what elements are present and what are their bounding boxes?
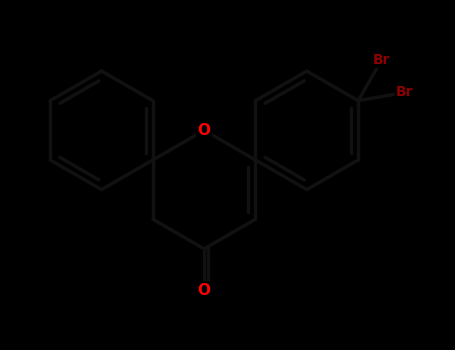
Text: O: O — [197, 123, 211, 138]
Text: Br: Br — [373, 52, 390, 66]
Text: Br: Br — [396, 85, 414, 99]
Text: O: O — [197, 283, 211, 298]
